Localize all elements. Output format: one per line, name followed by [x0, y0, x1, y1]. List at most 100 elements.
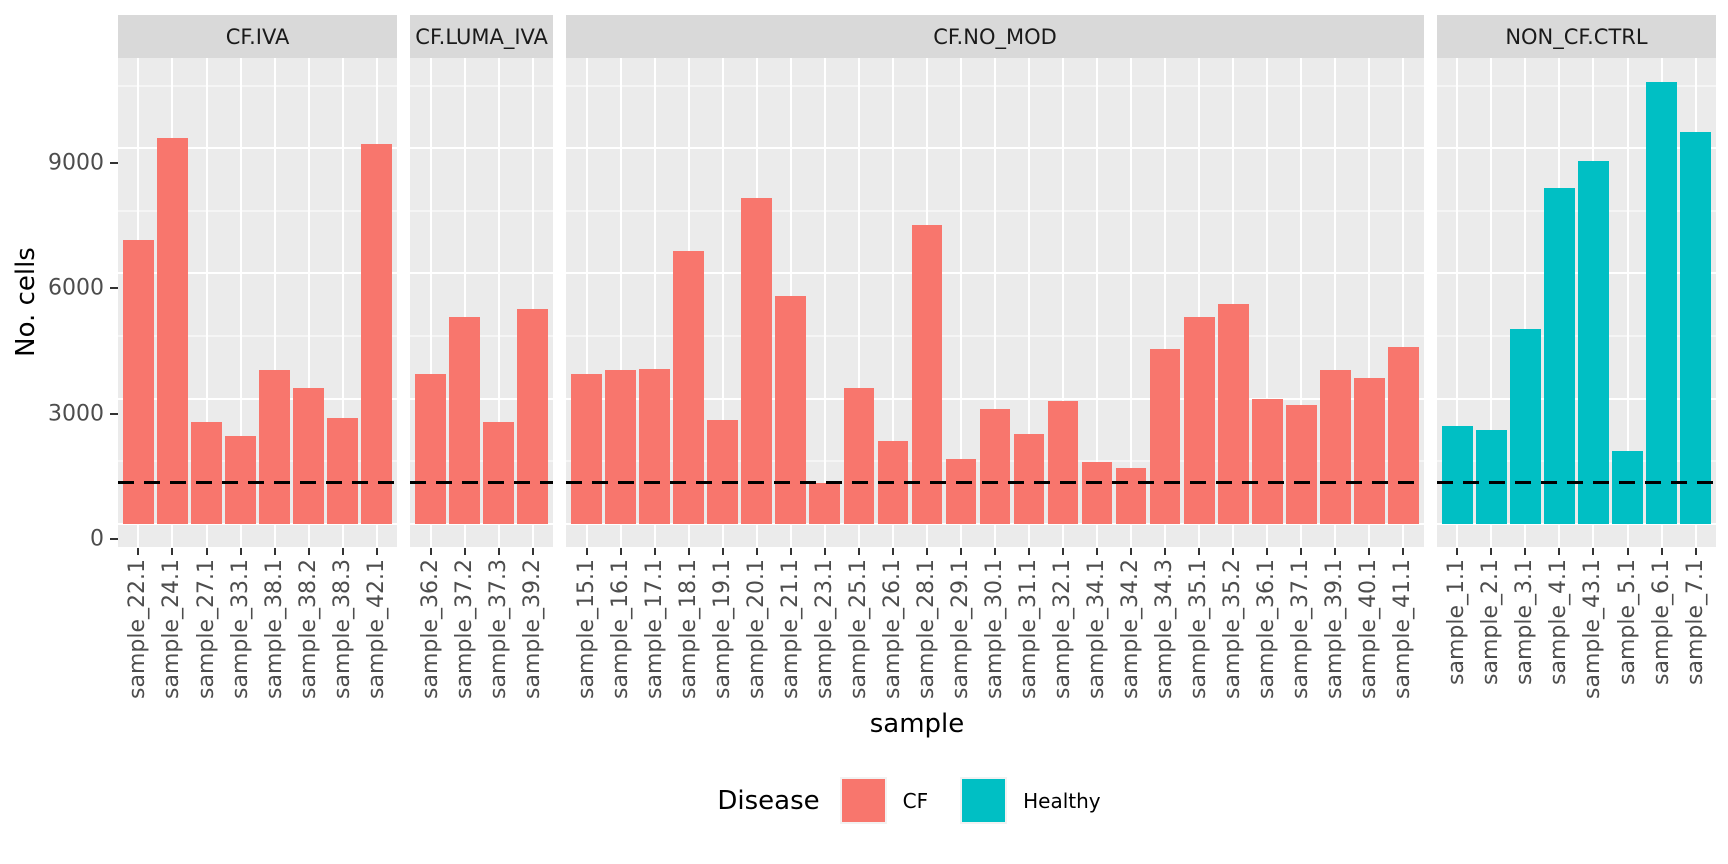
- bar: [1183, 317, 1215, 525]
- facet-NON_CF.CTRL: NON_CF.CTRL sample_1.1 sample_2.1 sample_3.…: [1436, 15, 1717, 707]
- x-tick-mark: [755, 548, 758, 555]
- gridline-major: [118, 523, 398, 526]
- bar: [1354, 377, 1385, 525]
- gridline-x: [497, 58, 500, 547]
- x-tick-mark: [239, 548, 242, 555]
- bar: [809, 482, 841, 525]
- gridline-minor: [410, 85, 554, 87]
- x-tick-mark: [823, 548, 826, 555]
- facet-CF.NO_MOD: CF.NO_MOD sample_15.1 sample_16.1 sample_17…: [566, 15, 1424, 707]
- bar: [157, 137, 188, 525]
- x-tick-mark: [1524, 548, 1527, 555]
- x-tick-mark: [205, 548, 208, 555]
- x-tick-mark: [429, 548, 432, 555]
- facets-row: CF.IVA sample_22.1 sample_24.1 sample_27.1 s…: [118, 15, 1717, 707]
- threshold-dashed-line: [118, 480, 398, 484]
- bar: [1510, 329, 1541, 525]
- gridline-x: [1232, 58, 1235, 547]
- x-tick-mark: [137, 548, 140, 555]
- bar: [1441, 425, 1473, 525]
- bar: [1013, 434, 1045, 525]
- gridline-major: [118, 397, 398, 400]
- x-labels: sample_1.1 sample_2.1 sample_3.1 sample_4.1…: [1444, 559, 1708, 699]
- facet-panel: [118, 58, 398, 547]
- y-tick-mark: [110, 287, 118, 290]
- bar: [1320, 369, 1351, 525]
- x-tick-mark: [857, 548, 860, 555]
- bar: [741, 198, 773, 525]
- x-tick-mark: [721, 548, 724, 555]
- x-ticks: [566, 547, 1424, 557]
- bar: [191, 421, 222, 525]
- bar: [1047, 400, 1079, 525]
- gridline-x: [1524, 58, 1527, 547]
- bar: [639, 368, 670, 525]
- bar: [1251, 398, 1283, 525]
- gridline-minor: [118, 85, 398, 87]
- x-tick-mark: [1592, 548, 1595, 555]
- healthy-color-swatch: [962, 779, 1006, 822]
- bar: [1388, 346, 1419, 525]
- x-tick-mark: [1334, 548, 1337, 555]
- gridline-x: [1402, 58, 1405, 547]
- x-tick-mark: [585, 548, 588, 555]
- x-tick-mark: [1300, 548, 1303, 555]
- x-axis-title: sample: [869, 709, 965, 739]
- threshold-dashed-line: [566, 480, 1424, 484]
- y-axis: No. cells 0 3000 6000 9000: [0, 15, 118, 707]
- chart-area: No. cells 0 3000 6000 9000 CF.IVA sample_22.…: [0, 15, 1717, 707]
- bar: [517, 309, 548, 525]
- gridline-x: [1062, 58, 1065, 547]
- x-tick-mark: [789, 548, 792, 555]
- y-tick-label: 0: [90, 526, 104, 552]
- bar: [1612, 450, 1643, 525]
- bar: [571, 373, 602, 525]
- facet-strip-label: CF.LUMA_IVA: [415, 24, 548, 49]
- gridline-major: [1436, 397, 1717, 400]
- bar: [483, 421, 514, 525]
- gridline-x: [1490, 58, 1493, 547]
- bar: [225, 436, 256, 525]
- y-tick-label: 6000: [48, 275, 104, 301]
- x-tick-mark: [1368, 548, 1371, 555]
- x-tick-mark: [1558, 548, 1561, 555]
- threshold-dashed-line: [410, 480, 554, 484]
- gridline-major: [410, 523, 554, 526]
- gridline-minor: [410, 460, 554, 462]
- x-tick-mark: [653, 548, 656, 555]
- gridline-minor: [1436, 335, 1717, 337]
- gridline-x: [205, 58, 208, 547]
- gridline-x: [239, 58, 242, 547]
- gridline-minor: [1436, 210, 1717, 212]
- x-tick-mark: [1028, 548, 1031, 555]
- x-tick-mark: [1660, 548, 1663, 555]
- facet-strip: CF.NO_MOD: [566, 15, 1424, 58]
- gridline-major: [410, 397, 554, 400]
- bar: [1286, 405, 1317, 525]
- x-tick-mark: [1694, 548, 1697, 555]
- facet-strip-label: CF.IVA: [225, 24, 290, 49]
- legend: Disease CF Healthy: [118, 777, 1716, 824]
- gridline-x: [619, 58, 622, 547]
- x-axis-title-row: sample: [118, 709, 1716, 739]
- gridline-x: [273, 58, 276, 547]
- facet-strip-label: CF.NO_MOD: [933, 24, 1057, 49]
- gridline-x: [1198, 58, 1201, 547]
- gridline-x: [857, 58, 860, 547]
- bar: [707, 419, 738, 525]
- bar: [327, 417, 358, 525]
- x-tick-mark: [1130, 548, 1133, 555]
- gridline-x: [993, 58, 996, 547]
- gridline-minor: [118, 210, 398, 212]
- gridline-minor: [410, 210, 554, 212]
- gridline-major: [410, 147, 554, 150]
- legend-title: Disease: [717, 785, 820, 816]
- gridline-x: [823, 58, 826, 547]
- x-tick-mark: [171, 548, 174, 555]
- facet-strip-label: NON_CF.CTRL: [1505, 24, 1648, 49]
- bar: [1476, 430, 1507, 525]
- bar: [449, 317, 480, 525]
- x-tick-mark: [463, 548, 466, 555]
- x-tick-mark: [1062, 548, 1065, 555]
